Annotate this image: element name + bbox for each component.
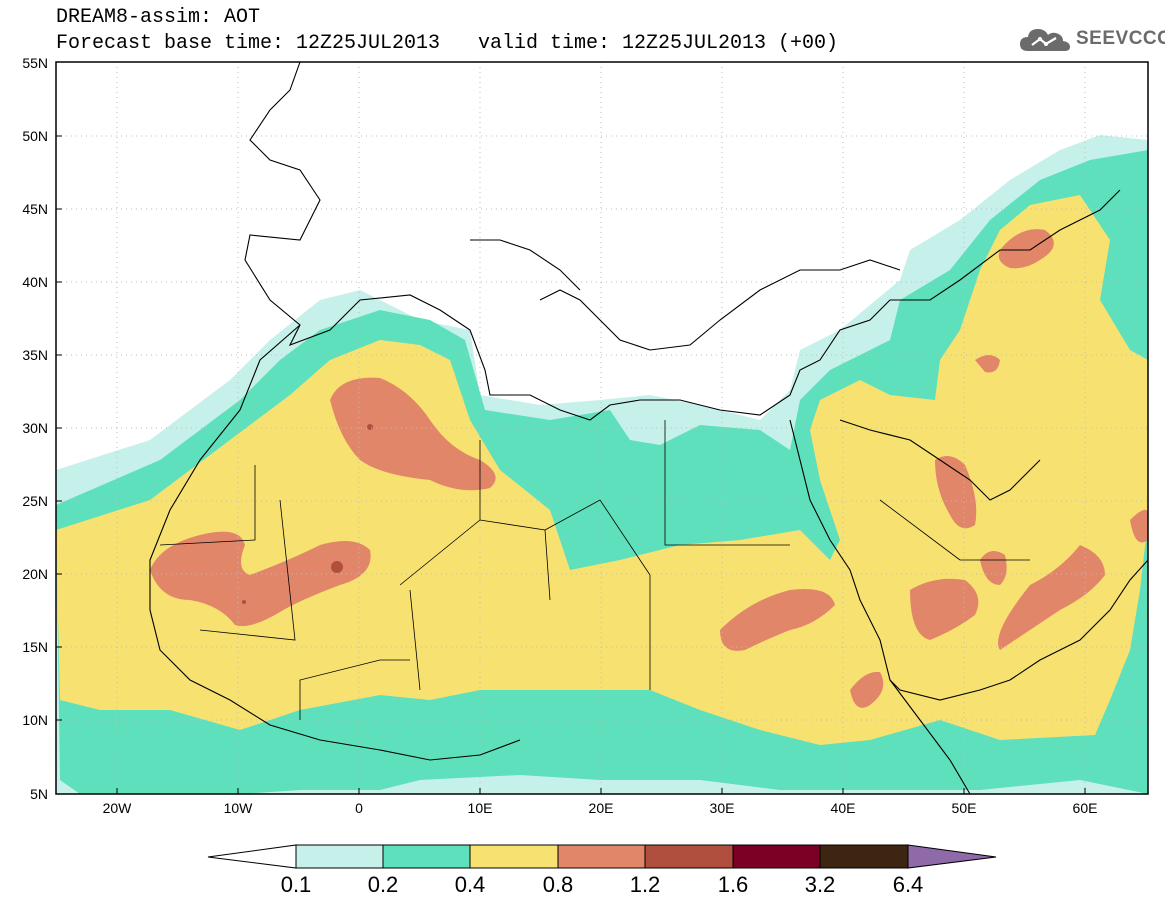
- lon-label: 50E: [952, 800, 977, 816]
- axis-ticks: [56, 135, 1086, 794]
- colorbar-swatch: [382, 844, 471, 869]
- latitude-labels: 55N 50N 45N 40N 35N 30N 25N 20N 15N 10N …: [22, 55, 48, 802]
- lon-label: 30E: [710, 800, 735, 816]
- cloud-icon: [1020, 29, 1070, 51]
- aot-band-1.2: [242, 424, 373, 604]
- colorbar: [207, 844, 997, 869]
- colorbar-low-arrow: [207, 844, 297, 869]
- coastlines: [149, 62, 1148, 794]
- lat-label: 30N: [22, 420, 48, 436]
- lon-label: 20W: [103, 800, 133, 816]
- colorbar-swatch: [644, 844, 734, 869]
- colorbar-label: 3.2: [805, 872, 836, 897]
- lat-label: 25N: [22, 493, 48, 509]
- lon-label: 20E: [589, 800, 614, 816]
- aot-band-0.4: [56, 195, 1148, 745]
- lon-label: 10W: [224, 800, 254, 816]
- colorbar-labels: 0.1 0.2 0.4 0.8 1.2 1.6 3.2 6.4: [281, 872, 924, 897]
- logo-text: SEEVCCC: [1076, 28, 1165, 49]
- colorbar-swatch: [295, 844, 384, 869]
- colorbar-swatch: [819, 844, 909, 869]
- lat-label: 40N: [22, 274, 48, 290]
- colorbar-label: 0.8: [543, 872, 574, 897]
- lat-label: 15N: [22, 639, 48, 655]
- lat-label: 35N: [22, 347, 48, 363]
- colorbar-swatch: [557, 844, 646, 869]
- colorbar-label: 0.1: [281, 872, 312, 897]
- lat-label: 55N: [22, 55, 48, 71]
- longitude-labels: 20W 10W 0 10E 20E 30E 40E 50E 60E: [103, 800, 1098, 816]
- lon-label: 40E: [831, 800, 856, 816]
- colorbar-swatch: [732, 844, 821, 869]
- lat-label: 10N: [22, 712, 48, 728]
- lat-label: 5N: [30, 786, 48, 802]
- lon-label: 10E: [468, 800, 493, 816]
- colorbar-label: 6.4: [893, 872, 924, 897]
- colorbar-label: 1.2: [630, 872, 661, 897]
- valid-time: valid time: 12Z25JUL2013 (+00): [478, 32, 839, 55]
- borders: [159, 420, 1030, 720]
- map-title: DREAM8-assim: AOT: [56, 6, 261, 29]
- lon-label: 0: [355, 800, 363, 816]
- aot-band-0.8: [150, 229, 1148, 708]
- lat-label: 45N: [22, 201, 48, 217]
- lon-label: 60E: [1073, 800, 1098, 816]
- colorbar-label: 1.6: [718, 872, 749, 897]
- colorbar-label: 0.4: [455, 872, 486, 897]
- graticule: [56, 62, 1148, 794]
- lat-label: 20N: [22, 566, 48, 582]
- forecast-base-time: Forecast base time: 12Z25JUL2013: [56, 32, 441, 55]
- lat-label: 50N: [22, 128, 48, 144]
- colorbar-swatch: [469, 844, 559, 869]
- colorbar-label: 0.2: [368, 872, 399, 897]
- seevccc-logo: SEEVCCC: [1018, 22, 1165, 56]
- colorbar-high-arrow: [907, 844, 997, 869]
- aot-fields: [56, 62, 1148, 794]
